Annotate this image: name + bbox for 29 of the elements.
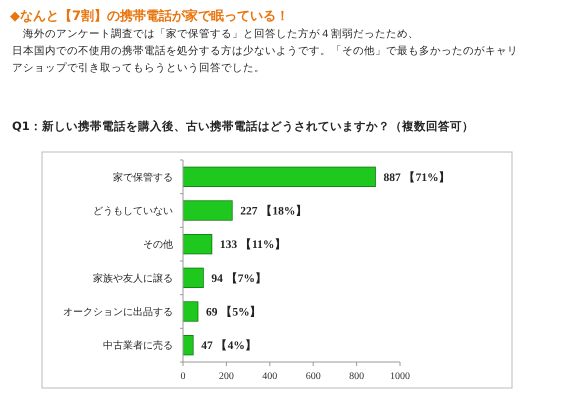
y-tick-label: どうもしていない [93,206,173,217]
data-label: 133 【11%】 [220,237,286,252]
y-tick-label: 家族や友人に譲る [93,272,173,284]
y-tick-label: 中古業者に売る [103,340,173,352]
text: アショップで引き取ってもらうという回答でした。 [12,61,265,74]
y-tick-label: 家で保管する [113,171,173,184]
text: 日本国内での不使用の携帯電話を処分する方は少ないようです。「その他」で最も多かったのがキャリ [12,44,518,57]
x-tick-label: 0 [180,371,186,382]
x-tick-label: 800 [349,371,364,382]
bar [182,268,204,288]
x-tick-label: 200 [218,371,234,382]
y-tick-label: その他 [143,238,173,251]
chart-subtitle: Q1：新しい携帯電話を購入後、古い携帯電話はどうされていますか？（複数回答可） [12,119,474,133]
data-label: 227 【18%】 [240,204,308,218]
text: 海外のアンケート調査では「家で保管する」と回答した方が４割弱だったため、 [12,27,419,40]
y-tick-label: オークションに出品する [63,306,173,318]
x-tick-label: 600 [306,371,321,382]
bar [182,301,198,322]
bar [182,234,212,254]
chart-title: ◆なんと【7割】の携帯電話が家で眠っている！ [10,8,290,24]
bar [182,200,233,221]
data-label: 47 【4%】 [201,338,257,352]
x-tick-label: 400 [262,371,278,382]
x-tick-label: 1000 [390,371,410,382]
data-label: 887 【71%】 [383,170,451,184]
data-label: 94 【7%】 [211,270,268,285]
bar [182,335,194,356]
bar [182,166,376,187]
data-label: 69 【5%】 [206,304,262,319]
